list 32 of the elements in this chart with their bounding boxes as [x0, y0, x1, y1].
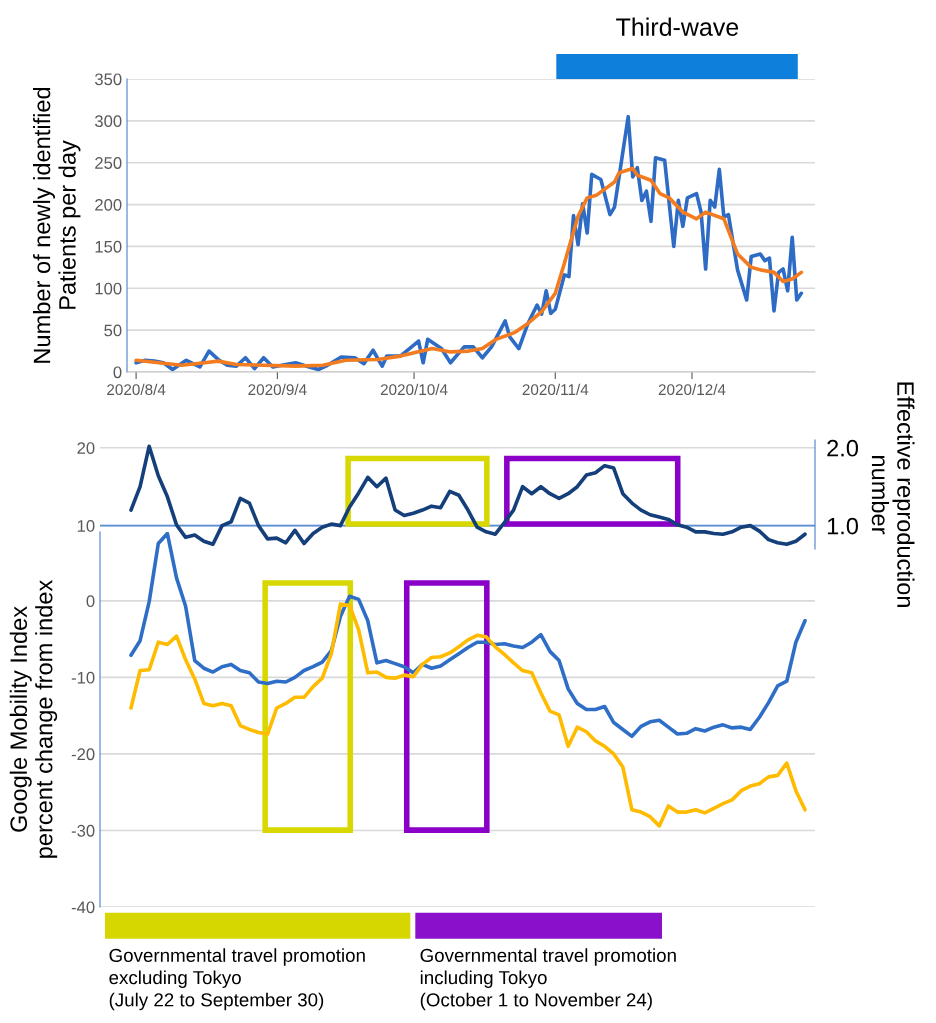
y-tick-label: -40 [71, 901, 95, 914]
text: Governmental travel promotion excluding Tokyo (July 22 to September 30) [109, 948, 365, 1011]
y-tick-label: 50 [104, 324, 122, 337]
y-axis-title: Google Mobility Index percent change from index [9, 579, 58, 858]
line-series [129, 602, 807, 828]
x-tick-label: 2020/9/4 [248, 383, 307, 396]
x-tick-label: 2020/10/4 [380, 383, 448, 396]
y-tick-label: 250 [95, 157, 122, 169]
line-series [129, 444, 807, 547]
y2-axis-title: Effective reproduction number [871, 382, 915, 607]
text: Third-wave [616, 17, 739, 36]
y-tick-label: -10 [71, 671, 95, 684]
x-tick-label: 2020/8/4 [107, 383, 166, 396]
y-axis-title: Number of newly identified Patients per day [33, 87, 81, 363]
y-tick-label: 0 [86, 595, 95, 608]
x-tick-label: 2020/12/4 [658, 383, 726, 396]
y2-tick-label: 1.0 [827, 517, 859, 535]
x-tick-label: 2020/11/4 [522, 383, 589, 396]
y-tick-label: -30 [71, 824, 95, 837]
line-series [134, 166, 804, 368]
line-series [129, 532, 807, 739]
text: Governmental travel promotion including Tokyo (October 1 to November 24) [420, 948, 676, 1011]
y-tick-label: 200 [95, 198, 122, 211]
y-tick-label: 350 [94, 73, 122, 86]
y-tick-label: 150 [95, 240, 122, 253]
y-tick-label: 100 [95, 282, 122, 295]
y-tick-label: -20 [71, 748, 95, 761]
y-tick-label: 20 [77, 442, 95, 454]
y-tick-label: 300 [94, 115, 122, 128]
y2-tick-label: 2.0 [827, 439, 859, 457]
y-tick-label: 0 [113, 366, 122, 379]
y-tick-label: 10 [77, 520, 95, 532]
